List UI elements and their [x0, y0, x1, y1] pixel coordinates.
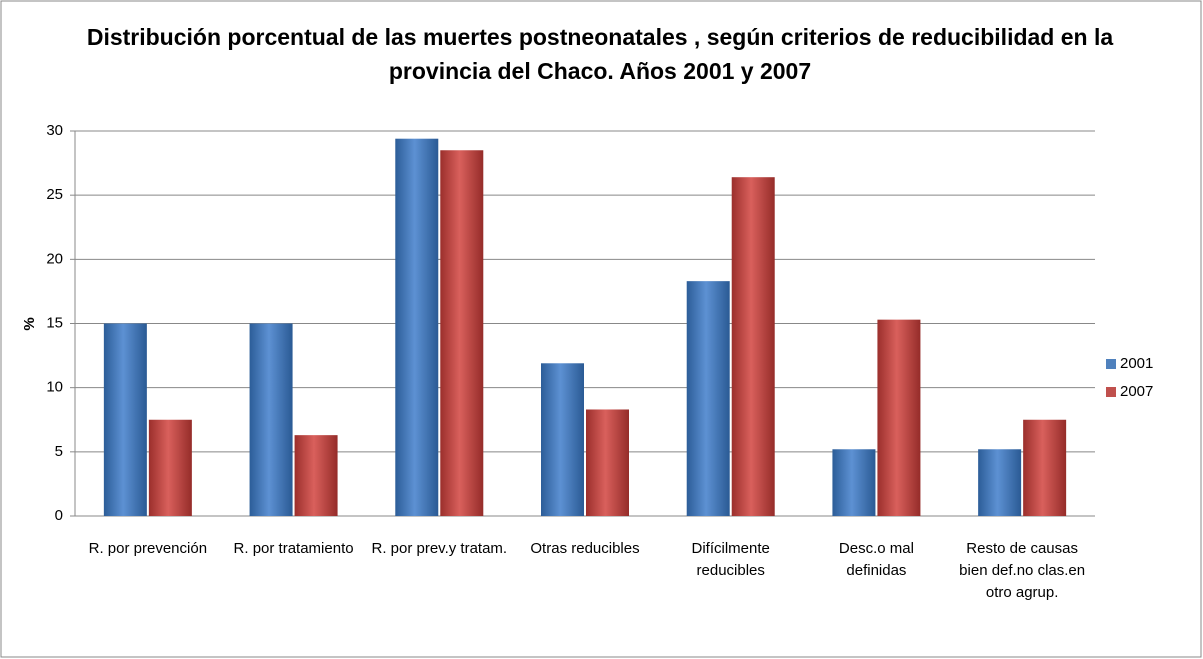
bar [832, 449, 876, 516]
x-tick-label: Difícilmente reducibles [691, 540, 770, 579]
x-tick-label: R. por tratamiento [233, 540, 354, 557]
x-tick-label: Otras reducibles [530, 540, 640, 557]
bar [586, 409, 629, 516]
bar [103, 323, 147, 516]
bar [877, 319, 921, 516]
bar [731, 177, 775, 516]
x-tick-label: R. por prev.y tratam. [371, 540, 508, 557]
bar [686, 281, 730, 516]
y-tick-label: 10 [46, 379, 63, 396]
y-tick-label: 20 [46, 250, 63, 267]
y-tick-label: 25 [46, 186, 63, 203]
bar [148, 419, 192, 516]
x-tick-label: Desc.o mal definidas [838, 540, 914, 579]
bar [978, 449, 1022, 516]
legend-label: 2007 [1120, 383, 1153, 400]
y-axis-label: % [21, 317, 38, 330]
legend-swatch [1106, 359, 1116, 369]
x-tick-label: Resto de causas bien def.no clas.en otro… [959, 540, 1086, 601]
x-tick-label: R. por prevención [88, 540, 208, 557]
chart-title: Distribución porcentual de las muertes p… [86, 24, 1114, 84]
y-tick-label: 30 [46, 122, 63, 139]
y-tick-label: 5 [55, 443, 63, 460]
legend-label: 2001 [1120, 355, 1153, 372]
legend-swatch [1106, 387, 1116, 397]
bar [249, 323, 293, 516]
bar [541, 363, 584, 516]
bar [1023, 419, 1067, 516]
bar [440, 150, 484, 516]
bar [395, 138, 439, 516]
bar [294, 435, 338, 516]
y-tick-label: 15 [46, 314, 63, 331]
y-tick-label: 0 [55, 507, 63, 524]
